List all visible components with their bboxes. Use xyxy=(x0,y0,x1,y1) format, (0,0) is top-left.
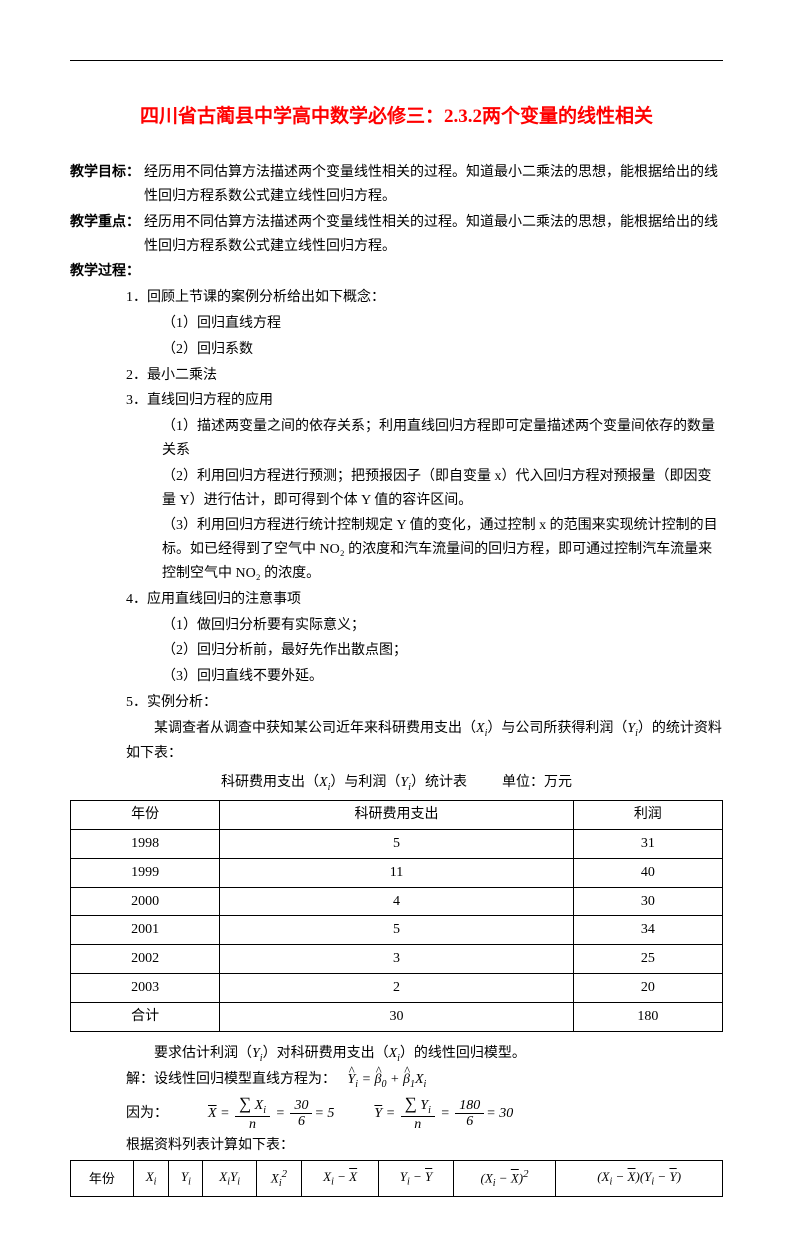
example-intro: 某调查者从调查中获知某公司近年来科研费用支出（Xi）与公司所获得利润（Yi）的统… xyxy=(70,717,723,766)
cell: 合计 xyxy=(71,1002,220,1031)
cell: 1999 xyxy=(71,858,220,887)
table-row: 1998531 xyxy=(71,830,723,859)
cell: 3 xyxy=(220,945,573,974)
mean-equations: 因为： X = ∑ Xin = 306 = 5 Y = ∑ Yin = 1806… xyxy=(126,1095,723,1132)
cell: 30 xyxy=(573,887,722,916)
page-title: 四川省古蔺县中学高中数学必修三：2.3.2两个变量的线性相关 xyxy=(70,101,723,133)
example-intro-a: 某调查者从调查中获知某公司近年来科研费用支出（ xyxy=(154,721,476,736)
solution-line: 解：设线性回归模型直线方程为： Yi = β0 + β1Xi xyxy=(70,1068,723,1093)
cell: 34 xyxy=(573,916,722,945)
focus-block: 教学重点： 经历用不同估算方法描述两个变量线性相关的过程。知道最小二乘法的思想，… xyxy=(70,211,723,259)
eq1-rhs: = 5 xyxy=(314,1102,334,1126)
ybar-equation: Y = ∑ Yin = 1806 = 30 xyxy=(374,1095,513,1132)
cell: 11 xyxy=(220,858,573,887)
t2-h7: (Xi − X)2 xyxy=(453,1161,555,1197)
t2-h0: 年份 xyxy=(71,1161,134,1197)
t2-h6: Yi − Y xyxy=(379,1161,454,1197)
item-1: 1．回顾上节课的案例分析给出如下概念： xyxy=(70,286,723,310)
cell: 4 xyxy=(220,887,573,916)
item-1a: （1）回归直线方程 xyxy=(70,312,723,336)
t1-h2: 利润 xyxy=(573,801,722,830)
cell: 40 xyxy=(573,858,722,887)
table1-caption: 科研费用支出（Xi）与利润（Yi）统计表 单位：万元 xyxy=(70,771,723,796)
t1-cap-b: ）与利润（ xyxy=(330,775,400,790)
item-5: 5．实例分析： xyxy=(70,691,723,715)
focus-text: 经历用不同估算方法描述两个变量线性相关的过程。知道最小二乘法的思想，能根据给出的… xyxy=(144,211,723,259)
cell: 180 xyxy=(573,1002,722,1031)
t1-cap-a: 科研费用支出（ xyxy=(221,775,319,790)
cell: 31 xyxy=(573,830,722,859)
item-2: 2．最小二乘法 xyxy=(70,364,723,388)
cell: 30 xyxy=(220,1002,573,1031)
data-table-1: 年份 科研费用支出 利润 1998531 19991140 2000430 20… xyxy=(70,800,723,1031)
t2-h5: Xi − X xyxy=(302,1161,379,1197)
t1-cap-c: ）统计表 xyxy=(411,775,467,790)
sol-a: 解：设线性回归模型直线方程为： xyxy=(126,1072,336,1087)
table-row: 2001534 xyxy=(71,916,723,945)
process-label: 教学过程： xyxy=(70,260,723,284)
t2-h8: (Xi − X)(Yi − Y) xyxy=(556,1161,723,1197)
cell: 5 xyxy=(220,830,573,859)
item-1b: （2）回归系数 xyxy=(70,338,723,362)
req-b: ）对科研费用支出（ xyxy=(263,1046,389,1061)
cell: 5 xyxy=(220,916,573,945)
req-a: 要求估计利润（ xyxy=(154,1046,252,1061)
eq2-rhs: = 30 xyxy=(486,1102,513,1126)
t2-h2: Yi xyxy=(169,1161,203,1197)
table-row: 年份 科研费用支出 利润 xyxy=(71,801,723,830)
cell: 1998 xyxy=(71,830,220,859)
process-label-text: 教学过程： xyxy=(70,264,140,279)
t1-cap-unit: 单位：万元 xyxy=(502,775,572,790)
cell: 2 xyxy=(220,974,573,1003)
calc-table: 年份 Xi Yi XiYi Xi2 Xi − X Yi − Y (Xi − X)… xyxy=(70,1160,723,1197)
table-row: 合计30180 xyxy=(71,1002,723,1031)
t1-h1: 科研费用支出 xyxy=(220,801,573,830)
cell: 2000 xyxy=(71,887,220,916)
regression-equation: Yi = β0 + β1Xi xyxy=(348,1072,427,1087)
t2-h3: XiYi xyxy=(203,1161,256,1197)
calc-intro: 根据资料列表计算如下表： xyxy=(70,1134,723,1158)
top-rule xyxy=(70,60,723,61)
because-label: 因为： xyxy=(126,1102,168,1126)
item-4b: （2）回归分析前，最好先作出散点图； xyxy=(70,639,723,663)
table-row: 19991140 xyxy=(71,858,723,887)
t2-h4: Xi2 xyxy=(256,1161,301,1197)
eq2-num: 180 xyxy=(455,1098,484,1114)
req-c: ）的线性回归模型。 xyxy=(400,1046,526,1061)
t1-h0: 年份 xyxy=(71,801,220,830)
cell: 25 xyxy=(573,945,722,974)
goal-label: 教学目标： xyxy=(70,161,144,209)
item-3a: （1）描述两变量之间的依存关系；利用直线回归方程即可定量描述两个变量间依存的数量… xyxy=(70,415,723,463)
requirement: 要求估计利润（Yi）对科研费用支出（Xi）的线性回归模型。 xyxy=(70,1042,723,1067)
item-4c: （3）回归直线不要外延。 xyxy=(70,665,723,689)
table-row: 2002325 xyxy=(71,945,723,974)
item-4: 4．应用直线回归的注意事项 xyxy=(70,588,723,612)
item-3: 3．直线回归方程的应用 xyxy=(70,389,723,413)
t2-h1: Xi xyxy=(133,1161,168,1197)
item-3c: （3）利用回归方程进行统计控制规定 Y 值的变化，通过控制 x 的范围来实现统计… xyxy=(70,514,723,585)
table-row: 2000430 xyxy=(71,887,723,916)
cell: 2001 xyxy=(71,916,220,945)
cell: 2003 xyxy=(71,974,220,1003)
item-3b: （2）利用回归方程进行预测；把预报因子（即自变量 x）代入回归方程对预报量（即因… xyxy=(70,465,723,513)
goal-block: 教学目标： 经历用不同估算方法描述两个变量线性相关的过程。知道最小二乘法的思想，… xyxy=(70,161,723,209)
xbar-equation: X = ∑ Xin = 306 = 5 xyxy=(208,1095,334,1132)
example-intro-b: ）与公司所获得利润（ xyxy=(487,721,627,736)
table-row: 年份 Xi Yi XiYi Xi2 Xi − X Yi − Y (Xi − X)… xyxy=(71,1161,723,1197)
cell: 20 xyxy=(573,974,722,1003)
cell: 2002 xyxy=(71,945,220,974)
eq1-num: 30 xyxy=(290,1098,312,1114)
focus-label: 教学重点： xyxy=(70,211,144,259)
goal-text: 经历用不同估算方法描述两个变量线性相关的过程。知道最小二乘法的思想，能根据给出的… xyxy=(144,161,723,209)
table-row: 2003220 xyxy=(71,974,723,1003)
item-4a: （1）做回归分析要有实际意义； xyxy=(70,614,723,638)
